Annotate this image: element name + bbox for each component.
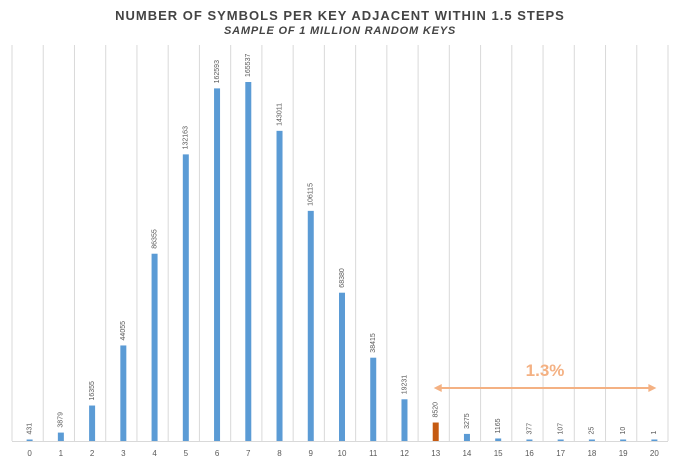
x-tick-9: 9 — [309, 449, 314, 458]
annotation-label: 1.3% — [526, 361, 565, 380]
bar-7 — [245, 82, 252, 441]
data-label-16: 377 — [526, 423, 533, 435]
x-tick-0: 0 — [27, 449, 32, 458]
x-tick-13: 13 — [431, 449, 440, 458]
annotation-arrowhead-right — [648, 384, 657, 392]
bar-15 — [495, 438, 502, 441]
bar-4 — [151, 253, 158, 441]
bar-2 — [89, 405, 96, 441]
data-label-1: 3879 — [58, 412, 65, 428]
grid-lines — [11, 45, 669, 441]
data-label-2: 16355 — [89, 381, 96, 401]
x-tick-labels: 0 1 2 3 4 5 6 7 8 9 10 11 12 13 14 15 16 17 18 19 20 — [27, 449, 659, 458]
bar-17 — [557, 439, 564, 441]
data-label-9: 106115 — [308, 183, 315, 206]
x-tick-7: 7 — [246, 449, 251, 458]
x-tick-16: 16 — [525, 449, 534, 458]
x-tick-4: 4 — [152, 449, 157, 458]
data-label-0: 431 — [26, 423, 33, 435]
x-tick-5: 5 — [184, 449, 189, 458]
x-tick-8: 8 — [277, 449, 282, 458]
bar-6 — [214, 88, 221, 442]
data-labels: 431 3879 16355 44055 86355 132163 162593 165537… — [26, 54, 658, 435]
bar-9 — [307, 210, 314, 441]
x-tick-3: 3 — [121, 449, 126, 458]
bar-19 — [620, 439, 627, 441]
data-label-6: 162593 — [214, 60, 221, 83]
range-annotation: 1.3% — [433, 361, 657, 392]
chart-subtitle: SAMPLE OF 1 MILLION RANDOM KEYS — [224, 25, 456, 37]
data-label-5: 132163 — [183, 126, 190, 149]
x-tick-11: 11 — [369, 449, 378, 458]
chart-title: NUMBER OF SYMBOLS PER KEY ADJACENT WITHI… — [115, 8, 565, 23]
annotation-arrowhead-left — [433, 384, 442, 392]
bar-8 — [276, 130, 283, 442]
bar-11 — [370, 357, 377, 441]
bar-1 — [57, 432, 64, 441]
data-label-20: 1 — [651, 431, 658, 435]
data-label-11: 38415 — [370, 333, 377, 353]
x-tick-10: 10 — [338, 449, 347, 458]
bar-13 — [432, 422, 439, 441]
bars — [26, 82, 658, 442]
x-tick-19: 19 — [619, 449, 628, 458]
data-label-15: 1165 — [495, 418, 502, 433]
bar-16 — [526, 439, 533, 441]
data-label-4: 86355 — [151, 229, 158, 249]
data-label-14: 3275 — [464, 413, 471, 429]
data-label-7: 165537 — [245, 54, 252, 77]
x-tick-1: 1 — [59, 449, 64, 458]
data-label-18: 25 — [589, 427, 596, 435]
x-tick-17: 17 — [556, 449, 565, 458]
data-label-12: 19231 — [401, 375, 408, 395]
bar-20 — [651, 439, 658, 441]
x-tick-18: 18 — [587, 449, 596, 458]
data-label-19: 10 — [620, 427, 627, 435]
x-tick-15: 15 — [494, 449, 503, 458]
x-tick-6: 6 — [215, 449, 220, 458]
bar-18 — [588, 439, 595, 441]
bar-10 — [339, 292, 345, 441]
x-tick-12: 12 — [400, 449, 409, 458]
x-tick-2: 2 — [90, 449, 95, 458]
bar-5 — [182, 154, 189, 441]
data-label-8: 143011 — [276, 103, 283, 126]
x-tick-20: 20 — [650, 449, 659, 458]
data-label-10: 68380 — [339, 268, 346, 288]
data-label-13: 8520 — [433, 402, 440, 418]
bar-12 — [401, 399, 408, 441]
data-label-3: 44055 — [120, 321, 127, 341]
x-tick-14: 14 — [462, 449, 471, 458]
bar-0 — [26, 439, 33, 441]
bar-3 — [120, 345, 127, 441]
data-label-17: 107 — [558, 423, 565, 435]
bar-14 — [463, 433, 470, 441]
